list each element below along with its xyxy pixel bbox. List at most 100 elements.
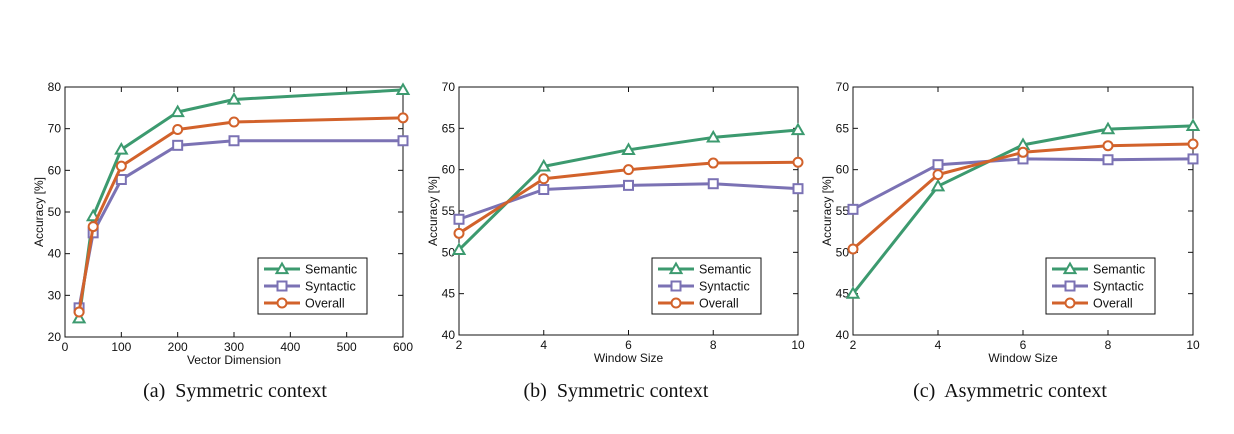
y-tick-label-c: 65	[836, 121, 850, 135]
point-overall-c	[1102, 140, 1114, 152]
legend-label-semantic-b: Semantic	[699, 263, 751, 277]
point-semantic-b	[790, 122, 806, 136]
chart-c-svg: 2 4 6 8 10 40 45 50 55 60 65 70 Window Size Accuracy …	[820, 80, 1201, 365]
legend-label-overall-c: Overall	[1093, 297, 1133, 311]
caption-c-text: Asymmetric context	[944, 380, 1107, 402]
caption-a-text: Symmetric context	[175, 380, 327, 402]
y-tick-label-c: 45	[836, 287, 850, 301]
legend-marker-syntactic-b	[670, 280, 682, 292]
legend-marker-semantic-b	[668, 261, 684, 275]
legend-marker-syntactic-c	[1064, 280, 1076, 292]
point-syntactic-c	[847, 203, 859, 215]
point-overall-b	[623, 164, 634, 176]
x-tick-label-c: 8	[1105, 338, 1112, 352]
x-tick-label-a: 500	[337, 340, 357, 354]
caption-a-tag: (a)	[143, 380, 166, 402]
point-overall-b	[538, 173, 550, 185]
y-tick-label-a: 70	[48, 122, 62, 136]
point-overall-a	[172, 124, 184, 135]
legend-a: Semantic Syntactic Overall	[257, 257, 368, 315]
point-semantic-a	[395, 82, 411, 96]
y-tick-label-c: 40	[836, 328, 850, 342]
legend-label-syntactic-a: Syntactic	[305, 280, 356, 294]
y-tick-label-c: 60	[836, 163, 850, 177]
y-axis-title-b: Accuracy [%]	[426, 176, 440, 246]
point-overall-c	[1187, 138, 1199, 150]
point-syntactic-a	[397, 135, 409, 147]
point-semantic-a	[170, 104, 185, 118]
series-markers-syntactic-c	[847, 153, 1199, 215]
series-line-syntactic-c	[852, 157, 1194, 211]
point-syntactic-a	[115, 174, 127, 185]
point-overall-c	[932, 169, 944, 181]
series-markers-semantic-c	[845, 118, 1201, 299]
chart-panel-c: 2 4 6 8 10 40 45 50 55 60 65 70 Window Size Accuracy …	[820, 80, 1201, 365]
x-tick-label-a: 300	[224, 340, 244, 354]
point-syntactic-b	[623, 179, 634, 191]
legend-marker-semantic-c	[1062, 261, 1078, 275]
x-tick-label-b: 8	[710, 338, 717, 352]
point-syntactic-b	[453, 213, 465, 225]
x-tick-label-a: 400	[280, 340, 300, 354]
legend-b: Semantic Syntactic Overall	[651, 257, 762, 315]
legend-label-overall-b: Overall	[699, 297, 739, 311]
legend-marker-syntactic-a	[276, 280, 288, 292]
chart-b-svg: 2 4 6 8 10 40 45 50 55 60 65 70 Window Size Accuracy …	[426, 80, 806, 365]
y-tick-label-a: 40	[48, 247, 62, 261]
y-tick-label-b: 50	[442, 245, 456, 259]
y-tick-label-b: 40	[442, 328, 456, 342]
point-syntactic-c	[1102, 154, 1114, 166]
y-axis-title-a: Accuracy [%]	[32, 177, 46, 247]
y-tick-label-b: 45	[442, 287, 456, 301]
legend-label-syntactic-c: Syntactic	[1093, 280, 1144, 294]
point-overall-a	[228, 116, 240, 128]
caption-c: (c) Asymmetric context	[830, 380, 1190, 403]
y-tick-label-b: 65	[442, 121, 456, 135]
point-syntactic-b	[707, 178, 719, 190]
y-tick-label-a: 50	[48, 205, 62, 219]
series-markers-semantic-a	[71, 82, 411, 324]
point-syntactic-c	[1187, 153, 1199, 165]
x-axis-title-b: Window Size	[594, 351, 664, 365]
point-semantic-c	[1100, 121, 1116, 135]
legend-marker-overall-b	[670, 297, 682, 309]
chart-panel-b: 2 4 6 8 10 40 45 50 55 60 65 70 Window Size Accuracy …	[426, 80, 806, 365]
x-tick-label-b: 10	[791, 338, 805, 352]
point-overall-a	[87, 221, 99, 233]
point-semantic-b	[706, 129, 721, 143]
y-tick-label-b: 60	[442, 163, 456, 177]
y-tick-label-b: 70	[442, 80, 456, 94]
point-semantic-c	[845, 286, 861, 299]
x-tick-label-c: 2	[850, 338, 857, 352]
legend-marker-overall-c	[1064, 297, 1076, 309]
point-semantic-b	[621, 142, 636, 155]
caption-b-tag: (b)	[523, 380, 547, 402]
legend-label-semantic-a: Semantic	[305, 263, 357, 277]
x-tick-label-b: 6	[625, 338, 632, 352]
chart-a-svg: 0 100 200 300 400 500 600 20 30 40 50 60 70 80 Vector …	[32, 80, 413, 367]
legend-marker-overall-a	[276, 297, 288, 309]
legend-c: Semantic Syntactic Overall	[1045, 257, 1156, 315]
caption-b-text: Symmetric context	[556, 380, 709, 402]
x-tick-label-c: 10	[1186, 338, 1200, 352]
y-axis-title-c: Accuracy [%]	[820, 176, 834, 246]
point-syntactic-c	[932, 159, 944, 171]
series-line-overall-a	[77, 116, 404, 313]
point-overall-c	[1017, 146, 1029, 158]
series-markers-semantic-b	[451, 122, 806, 255]
y-tick-label-c: 70	[836, 80, 850, 94]
x-tick-label-a: 0	[62, 340, 69, 354]
series-markers-overall-a	[73, 112, 409, 318]
point-semantic-b	[451, 242, 467, 255]
y-tick-label-a: 30	[48, 288, 62, 302]
caption-c-tag: (c)	[913, 380, 936, 402]
x-tick-label-b: 2	[456, 338, 463, 352]
caption-a: (a) Symmetric context	[55, 380, 415, 403]
y-tick-label-a: 80	[48, 80, 62, 94]
point-syntactic-b	[792, 183, 804, 195]
x-tick-label-b: 4	[540, 338, 547, 352]
point-overall-a	[73, 306, 85, 318]
point-semantic-a	[226, 91, 242, 105]
caption-b: (b) Symmetric context	[436, 380, 796, 403]
series-markers-overall-b	[453, 156, 804, 239]
